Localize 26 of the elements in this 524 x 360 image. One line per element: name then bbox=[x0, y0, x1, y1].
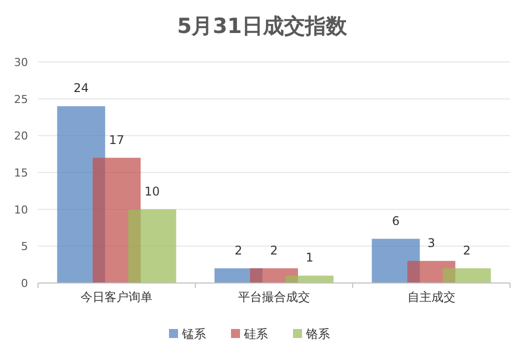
legend-label: 硅系 bbox=[243, 327, 268, 341]
data-label: 2 bbox=[234, 243, 242, 258]
data-label: 24 bbox=[74, 81, 89, 96]
y-tick-label: 0 bbox=[21, 277, 28, 290]
bar bbox=[442, 268, 491, 283]
y-tick-label: 30 bbox=[14, 56, 28, 69]
data-label: 10 bbox=[144, 184, 160, 198]
data-label: 3 bbox=[428, 236, 436, 250]
data-label: 2 bbox=[270, 243, 278, 258]
y-tick-label: 20 bbox=[14, 130, 28, 143]
y-tick-label: 15 bbox=[14, 166, 28, 180]
legend-label: 铬系 bbox=[305, 327, 330, 341]
x-tick-label: 自主成交 bbox=[407, 290, 456, 304]
data-label: 2 bbox=[463, 243, 471, 258]
bar bbox=[286, 276, 334, 283]
data-label: 6 bbox=[392, 214, 400, 228]
legend-label: 锰系 bbox=[181, 327, 206, 341]
chart-title: 5月31日成交指数 bbox=[177, 14, 348, 38]
bar bbox=[128, 209, 176, 283]
data-label: 17 bbox=[109, 132, 124, 147]
x-tick-label: 今日客户询单 bbox=[80, 290, 153, 304]
x-tick-label: 平台撮合成交 bbox=[238, 290, 310, 304]
y-tick-label: 5 bbox=[21, 240, 28, 254]
data-label: 1 bbox=[306, 250, 314, 265]
y-tick-label: 25 bbox=[14, 92, 28, 106]
y-tick-label: 10 bbox=[14, 203, 28, 216]
